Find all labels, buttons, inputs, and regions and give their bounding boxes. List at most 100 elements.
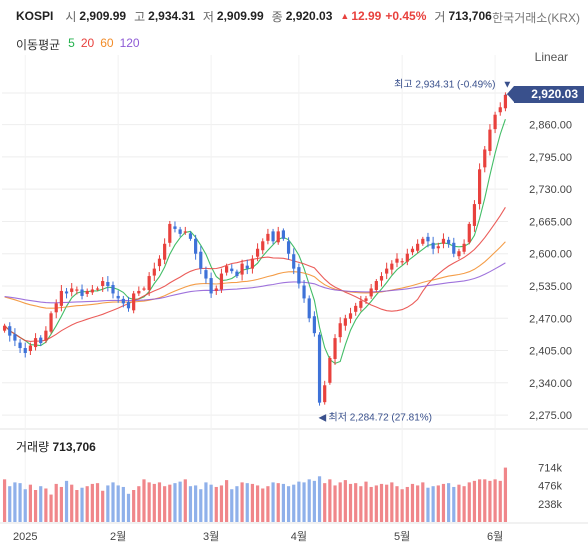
quote-header: KOSPI 시 2,909.99 고 2,934.31 저 2,909.99 종… [16,6,500,26]
volume-bar [70,484,74,522]
candle-body [317,334,322,403]
candle-body [281,230,285,239]
candle-body [95,288,100,290]
candle-body [173,226,177,229]
exchange-name: 한국거래소(KRX) [492,11,580,25]
volume-bar [338,482,342,522]
volume-bar [452,486,456,522]
candle-body [410,248,415,253]
price-tick-label: 2,340.00 [529,378,572,390]
price-tick-label: 2,275.00 [529,410,572,422]
candle-body [323,385,327,403]
ma60-line [4,241,506,309]
volume-bar [488,480,492,522]
ma-5-label[interactable]: 5 [68,36,75,50]
high-label: 고 [134,9,146,24]
volume-bar [54,483,58,522]
ma-120-label[interactable]: 120 [119,36,140,50]
volume-bar [436,485,440,522]
high-marker-icon: ▼ [502,79,512,90]
volume-bar [483,479,487,522]
price-tick-label: 2,535.00 [529,281,572,293]
candle-body [23,348,27,354]
ma20-line [4,207,506,342]
volume-bar [498,480,502,522]
candle-body [49,313,53,332]
volume-bar [85,486,89,522]
candle-body [452,242,456,254]
ma5-line [4,119,506,365]
candle-body [8,326,12,336]
candle-body [416,243,420,251]
close-label: 종 [271,9,283,24]
volume-bar [106,485,110,522]
volume-bar [142,479,146,522]
candle-body [64,291,69,294]
candle-body [121,298,125,304]
volume-bar [457,484,461,522]
volume-bar [90,483,94,522]
price-tick-label: 2,665.00 [529,216,572,228]
candle-body [142,288,146,290]
candle-body [359,300,363,308]
candle-body [13,334,17,341]
candle-body [59,290,63,306]
volume-bar [178,481,182,522]
candle-body [503,94,508,109]
price-tick-label: 2,860.00 [529,120,572,132]
volume-bar [168,484,172,522]
volume-bar [354,483,358,522]
volume-label: 거 [434,9,446,24]
volume-bar [472,480,477,522]
scale-mode-toggle[interactable]: Linear [534,50,568,64]
candle-body [255,248,260,257]
volume-bar [188,486,193,522]
price-tick-label: 2,795.00 [529,152,572,164]
candle-body [132,293,136,311]
candle-body [261,241,265,251]
index-name: KOSPI [16,9,54,23]
volume-bar [250,483,255,522]
volume-bar [323,483,327,522]
volume-bar [426,487,430,522]
ma-60-label[interactable]: 60 [100,36,114,50]
volume-bar [49,494,53,522]
volume-bar [297,481,301,522]
candle-body [230,268,234,272]
candle-body [478,169,482,205]
candle-body [75,289,79,291]
candle-body [235,271,239,277]
candle-body [493,114,497,130]
volume-bar [235,486,239,522]
volume-bar [163,486,167,522]
change-value: 12.99 [351,9,382,23]
volume-bar [126,493,131,522]
price-tick-label: 2,600.00 [529,249,572,261]
volume-bar [59,486,63,522]
high-value: 2,934.31 [148,9,195,23]
candle-body [18,342,22,349]
volume-bar [199,489,203,522]
current-price-tag: 2,920.03 [507,86,584,104]
volume-bar [302,482,306,522]
volume-bar [23,489,27,522]
candle-body [333,338,337,359]
volume-bar [493,479,497,522]
volume-bar [137,486,141,522]
candle-body [70,288,74,292]
low-value: 2,909.99 [216,9,264,23]
volume-bar [405,486,409,522]
open-value: 2,909.99 [79,9,127,23]
candle-body [240,263,244,275]
change-percent: +0.45% [385,9,427,23]
volume-bar [225,480,229,522]
ma-20-label[interactable]: 20 [80,36,95,50]
price-tick-label: 2,405.00 [529,346,572,358]
volume-bar [101,490,105,522]
volume-bar [33,490,38,522]
low-marker-icon: ◀ [319,413,327,424]
volume-bar [240,482,244,522]
volume-bar [266,486,270,522]
volume-bar [395,486,399,522]
